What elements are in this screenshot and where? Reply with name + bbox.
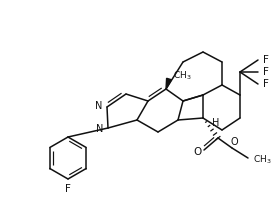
Text: CH$_3$: CH$_3$: [173, 70, 192, 82]
Text: F: F: [263, 67, 269, 77]
Text: O: O: [194, 147, 202, 157]
Text: N: N: [95, 101, 103, 111]
Text: CH$_3$: CH$_3$: [253, 154, 272, 166]
Text: F: F: [65, 184, 71, 194]
Text: N: N: [96, 124, 104, 134]
Text: F: F: [263, 55, 269, 65]
Text: H: H: [212, 118, 219, 128]
Text: O: O: [230, 137, 238, 147]
Polygon shape: [166, 78, 171, 89]
Text: F: F: [263, 79, 269, 89]
